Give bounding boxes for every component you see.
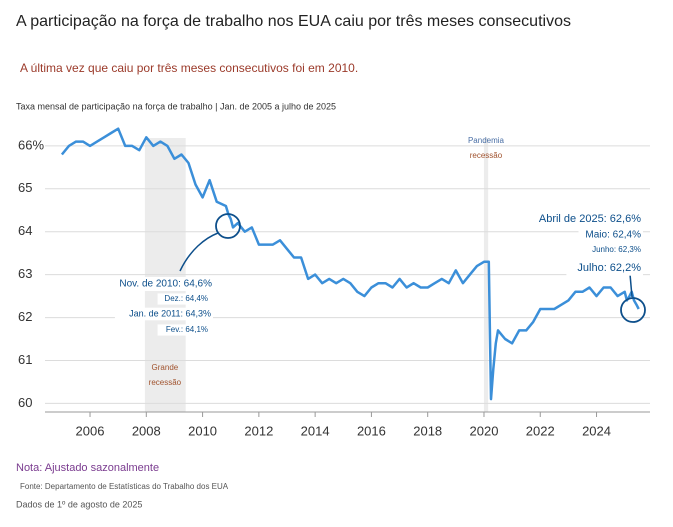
x-tick-label: 2012: [244, 423, 273, 438]
y-tick-label: 61: [18, 352, 32, 367]
x-tick-label: 2016: [357, 423, 386, 438]
x-tick-label: 2020: [470, 423, 499, 438]
highlight-circle: [215, 213, 241, 239]
y-tick-label: 64: [18, 223, 32, 238]
source: Fonte: Departamento de Estatísticas do T…: [20, 482, 229, 491]
connector: [629, 273, 633, 298]
annotation-bg: [105, 277, 214, 291]
annotation-bg: [578, 228, 643, 242]
annotation-bg: [157, 293, 210, 305]
annotation-bg: [566, 260, 643, 276]
recession-label: Grande: [152, 363, 179, 372]
annotation-bg: [114, 307, 213, 321]
chart-subtitle: Taxa mensal de participação na força de …: [16, 101, 336, 111]
recession-label: recessão: [470, 151, 503, 160]
annotation-bg: [518, 211, 643, 227]
connector: [179, 232, 219, 272]
annotation: Fev.: 64,1%: [166, 325, 208, 334]
x-tick-label: 2022: [526, 423, 555, 438]
y-tick-label: 62: [18, 309, 32, 324]
annotation-bg: [157, 324, 210, 336]
x-tick-label: 2014: [301, 423, 330, 438]
annotation: Maio: 62,4%: [585, 230, 641, 241]
annotation: Jan. de 2011: 64,3%: [129, 308, 211, 318]
subtitle: A última vez que caiu por três meses con…: [20, 61, 358, 75]
annotation: Junho: 62,3%: [592, 245, 641, 254]
line: [60, 127, 640, 401]
y-tick-label: 66%: [18, 137, 44, 152]
y-tick-label: 65: [18, 180, 32, 195]
highlight-circle: [620, 297, 646, 323]
date: Dados de 1º de agosto de 2025: [16, 499, 142, 509]
x-tick-label: 2010: [188, 423, 217, 438]
recession-label: Pandemia: [468, 136, 505, 145]
annotation-bg: [586, 244, 643, 256]
x-tick-label: 2024: [582, 423, 611, 438]
annotation: Nov. de 2010: 64,6%: [119, 279, 212, 290]
x-tick-label: 2018: [413, 423, 442, 438]
annotation: Julho: 62,2%: [577, 262, 641, 274]
x-tick-label: 2008: [132, 423, 161, 438]
title: A participação na força de trabalho nos …: [16, 13, 571, 30]
plot: 60 61 62 63 64 65 66% 2006 2008 2010 2012 2014 2016 2…: [18, 127, 650, 438]
y-tick-label: 63: [18, 266, 32, 281]
y-tick-label: 60: [18, 395, 32, 410]
recession-label: recessão: [149, 378, 182, 387]
annotation: Abril de 2025: 62,6%: [539, 213, 641, 225]
note: Nota: Ajustado sazonalmente: [16, 462, 159, 474]
x-tick-label: 2006: [76, 423, 105, 438]
annotation: Dez.: 64,4%: [164, 294, 208, 303]
